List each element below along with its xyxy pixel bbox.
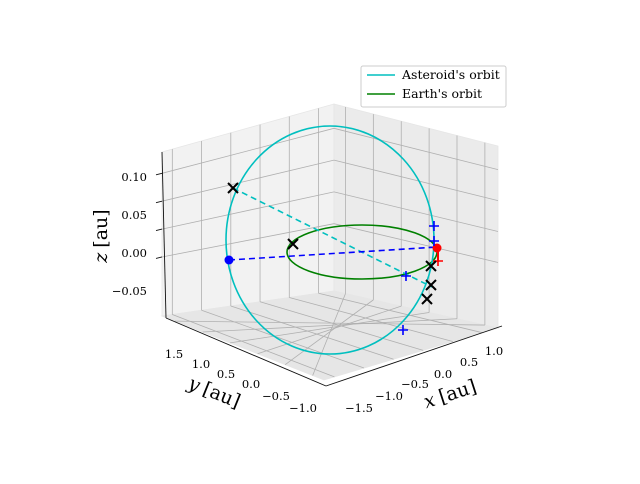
y-axis-label-var: y (184, 372, 203, 397)
grid-line-z (333, 191, 499, 232)
z-tick-label: 0.00 (121, 246, 147, 260)
grid-line-z (333, 223, 499, 263)
z-axis-line (161, 151, 167, 319)
grid-line-x (229, 312, 430, 344)
x-tick-label: −1.0 (375, 389, 403, 403)
z-tick-mark (155, 200, 163, 204)
legend-label-asteroid: Asteroid's orbit (401, 67, 500, 82)
y-tick-label: −0.5 (262, 389, 290, 403)
plus-marker (401, 271, 411, 281)
grid-line-y (201, 309, 365, 369)
svg-text:z[au]: z [au] (90, 209, 112, 263)
z-axis-label: z [au] (90, 209, 112, 263)
grid-line-x (202, 318, 458, 333)
grid-line-z (161, 159, 335, 202)
z-tick-label: −0.05 (112, 284, 147, 298)
plus-marker (429, 236, 439, 246)
grid-line-z (161, 127, 335, 174)
z-tick-mark (155, 172, 163, 176)
y-tick-label: 0.5 (217, 367, 235, 381)
tick-marks (155, 172, 163, 259)
grid-line-x (284, 299, 374, 365)
pane-left (161, 103, 335, 317)
x-axis-label-var: x (421, 389, 438, 413)
cross-marker (227, 182, 239, 194)
grid-line-z (161, 223, 335, 258)
svg-text:x[au]: x[au] (421, 375, 479, 413)
z-tick-label: 0.05 (121, 208, 147, 222)
grid-line-z (333, 127, 499, 171)
earth-position-point (224, 255, 234, 265)
grid-line-z (161, 191, 335, 230)
x-tick-label: 1.0 (485, 344, 503, 358)
y-tick-label: 1.5 (165, 347, 183, 361)
cross-marker (425, 260, 437, 272)
grid-line-x (312, 293, 346, 376)
legend-label-earth: Earth's orbit (402, 86, 482, 101)
x-tick-label: 0.0 (434, 367, 452, 381)
x-tick-label: −0.5 (401, 377, 429, 391)
dashed-line-earth (228, 246, 438, 261)
x-tick-label: −1.5 (345, 401, 373, 415)
x-tick-label: 0.5 (460, 355, 478, 369)
grid-line-z (333, 159, 499, 201)
legend: Asteroid's orbit Earth's orbit (360, 65, 507, 108)
grid-line-y (230, 305, 394, 360)
grid-line-x (174, 320, 485, 326)
cross-marker (421, 293, 433, 305)
grid-line-y (289, 297, 453, 342)
legend-box (360, 65, 507, 108)
z-tick-mark (155, 256, 163, 259)
grid-line-y (318, 292, 483, 334)
plus-marker (429, 221, 439, 231)
y-tick-label: 0.0 (242, 377, 260, 391)
y-axis-line (165, 317, 327, 387)
grid-line-y (172, 314, 335, 378)
plus-marker (398, 325, 408, 335)
x-axis-line (325, 325, 503, 387)
dashed-line-asteroid (232, 187, 433, 288)
z-axis-label-var: z (90, 252, 112, 264)
y-tick-label: −1.0 (289, 401, 317, 415)
cross-marker (287, 238, 299, 250)
pane-right (333, 103, 499, 329)
x-axis-label: x[au] (421, 375, 479, 413)
cross-markers (227, 182, 437, 305)
pane-floor (160, 290, 500, 381)
cross-marker (425, 279, 437, 291)
y-tick-label: 1.0 (192, 357, 210, 371)
z-axis-label-unit: [au] (90, 209, 112, 247)
grid-line-x (257, 305, 402, 355)
y-axis-label-unit: [au] (200, 378, 244, 413)
z-tick-label: 0.10 (121, 170, 147, 184)
z-tick-mark (155, 228, 163, 232)
